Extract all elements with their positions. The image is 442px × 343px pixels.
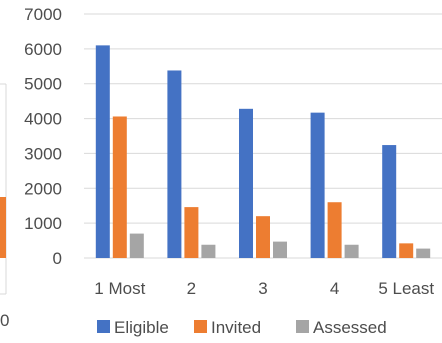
legend-swatch-assessed — [296, 320, 309, 333]
bar-invited-2 — [184, 207, 199, 258]
x-category-label-4: 4 — [330, 279, 339, 298]
y-tick-label-6000: 6000 — [24, 40, 62, 59]
bar-eligible-2 — [167, 70, 182, 259]
legend-label-assessed: Assessed — [313, 318, 387, 337]
y-tick-label-2000: 2000 — [24, 179, 62, 198]
bar-assessed-3 — [273, 241, 287, 258]
bar-eligible-4 — [310, 112, 325, 258]
partial-left-axis-label: 0 — [0, 311, 9, 330]
bar-assessed-2 — [201, 244, 216, 258]
bar-invited-4 — [327, 202, 342, 258]
bar-assessed-4 — [344, 244, 359, 258]
y-axis-ticks: 0 1000 2000 3000 4000 5000 6000 7000 — [24, 5, 62, 268]
partial-left-bar — [0, 197, 6, 258]
y-tick-label-7000: 7000 — [24, 5, 62, 24]
legend: Eligible Invited Assessed — [97, 318, 387, 337]
partial-left-chart: 0 — [0, 83, 9, 330]
y-tick-label-0: 0 — [53, 249, 62, 268]
legend-label-eligible: Eligible — [114, 318, 169, 337]
bar-assessed-5 — [416, 248, 431, 258]
legend-label-invited: Invited — [211, 318, 261, 337]
bar-invited-5 — [399, 243, 414, 258]
bar-invited-1 — [112, 116, 127, 258]
y-tick-label-3000: 3000 — [24, 144, 62, 163]
y-tick-label-5000: 5000 — [24, 75, 62, 94]
x-category-label-2: 2 — [187, 279, 196, 298]
bar-invited-3 — [256, 216, 270, 258]
bars — [95, 45, 431, 259]
legend-swatch-eligible — [97, 320, 110, 333]
y-tick-label-4000: 4000 — [24, 110, 62, 129]
bar-assessed-1 — [129, 233, 144, 258]
x-category-label-5: 5 Least — [378, 279, 434, 298]
bar-eligible-1 — [95, 45, 110, 258]
bar-eligible-5 — [382, 145, 397, 258]
x-category-label-3: 3 — [258, 279, 267, 298]
x-axis-categories: 1 Most 2 3 4 5 Least — [94, 279, 434, 298]
x-category-label-1: 1 Most — [94, 279, 145, 298]
bar-eligible-3 — [239, 108, 253, 258]
legend-swatch-invited — [194, 320, 207, 333]
y-tick-label-1000: 1000 — [24, 214, 62, 233]
